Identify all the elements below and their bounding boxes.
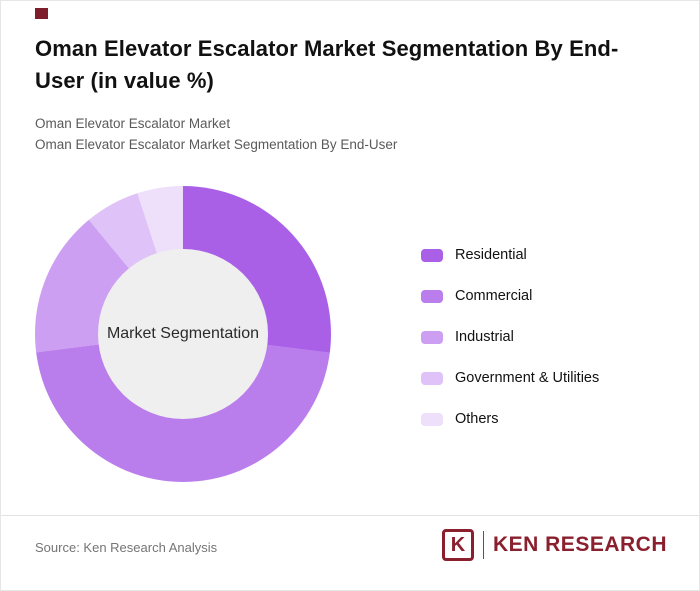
logo-monogram: K	[450, 534, 466, 556]
legend-label: Government & Utilities	[455, 370, 600, 386]
legend-label: Others	[455, 411, 499, 427]
legend-swatch	[421, 412, 443, 426]
subtitle-line-1: Oman Elevator Escalator Market	[35, 116, 231, 131]
legend-item: Industrial	[421, 329, 599, 345]
legend: Residential Commercial Industrial Governmen…	[421, 247, 599, 427]
legend-item: Commercial	[421, 288, 599, 304]
legend-swatch	[421, 330, 443, 344]
legend-label: Industrial	[455, 329, 514, 345]
legend-swatch	[421, 289, 443, 303]
donut-chart: Market Segmentation	[35, 186, 331, 482]
legend-swatch	[421, 248, 443, 262]
ken-research-logo: K KEN RESEARCH	[441, 529, 667, 561]
page-title: Oman Elevator Escalator Market Segmentat…	[35, 36, 619, 93]
footer-divider	[1, 515, 699, 516]
logo-emblem-icon: K	[441, 529, 474, 561]
legend-item: Others	[421, 411, 599, 427]
legend-label: Commercial	[455, 288, 533, 304]
donut-hole: Market Segmentation	[98, 249, 268, 419]
logo-separator	[482, 531, 484, 559]
legend-item: Residential	[421, 247, 599, 263]
legend-swatch	[421, 371, 443, 385]
accent-square	[35, 8, 48, 19]
donut-center-label: Market Segmentation	[106, 325, 260, 342]
legend-item: Government & Utilities	[421, 370, 599, 386]
logo-wordmark: KEN RESEARCH	[492, 533, 667, 556]
legend-label: Residential	[455, 247, 527, 263]
subtitle-line-2: Oman Elevator Escalator Market Segmentat…	[35, 137, 398, 152]
source-text: Source: Ken Research Analysis	[35, 540, 218, 555]
